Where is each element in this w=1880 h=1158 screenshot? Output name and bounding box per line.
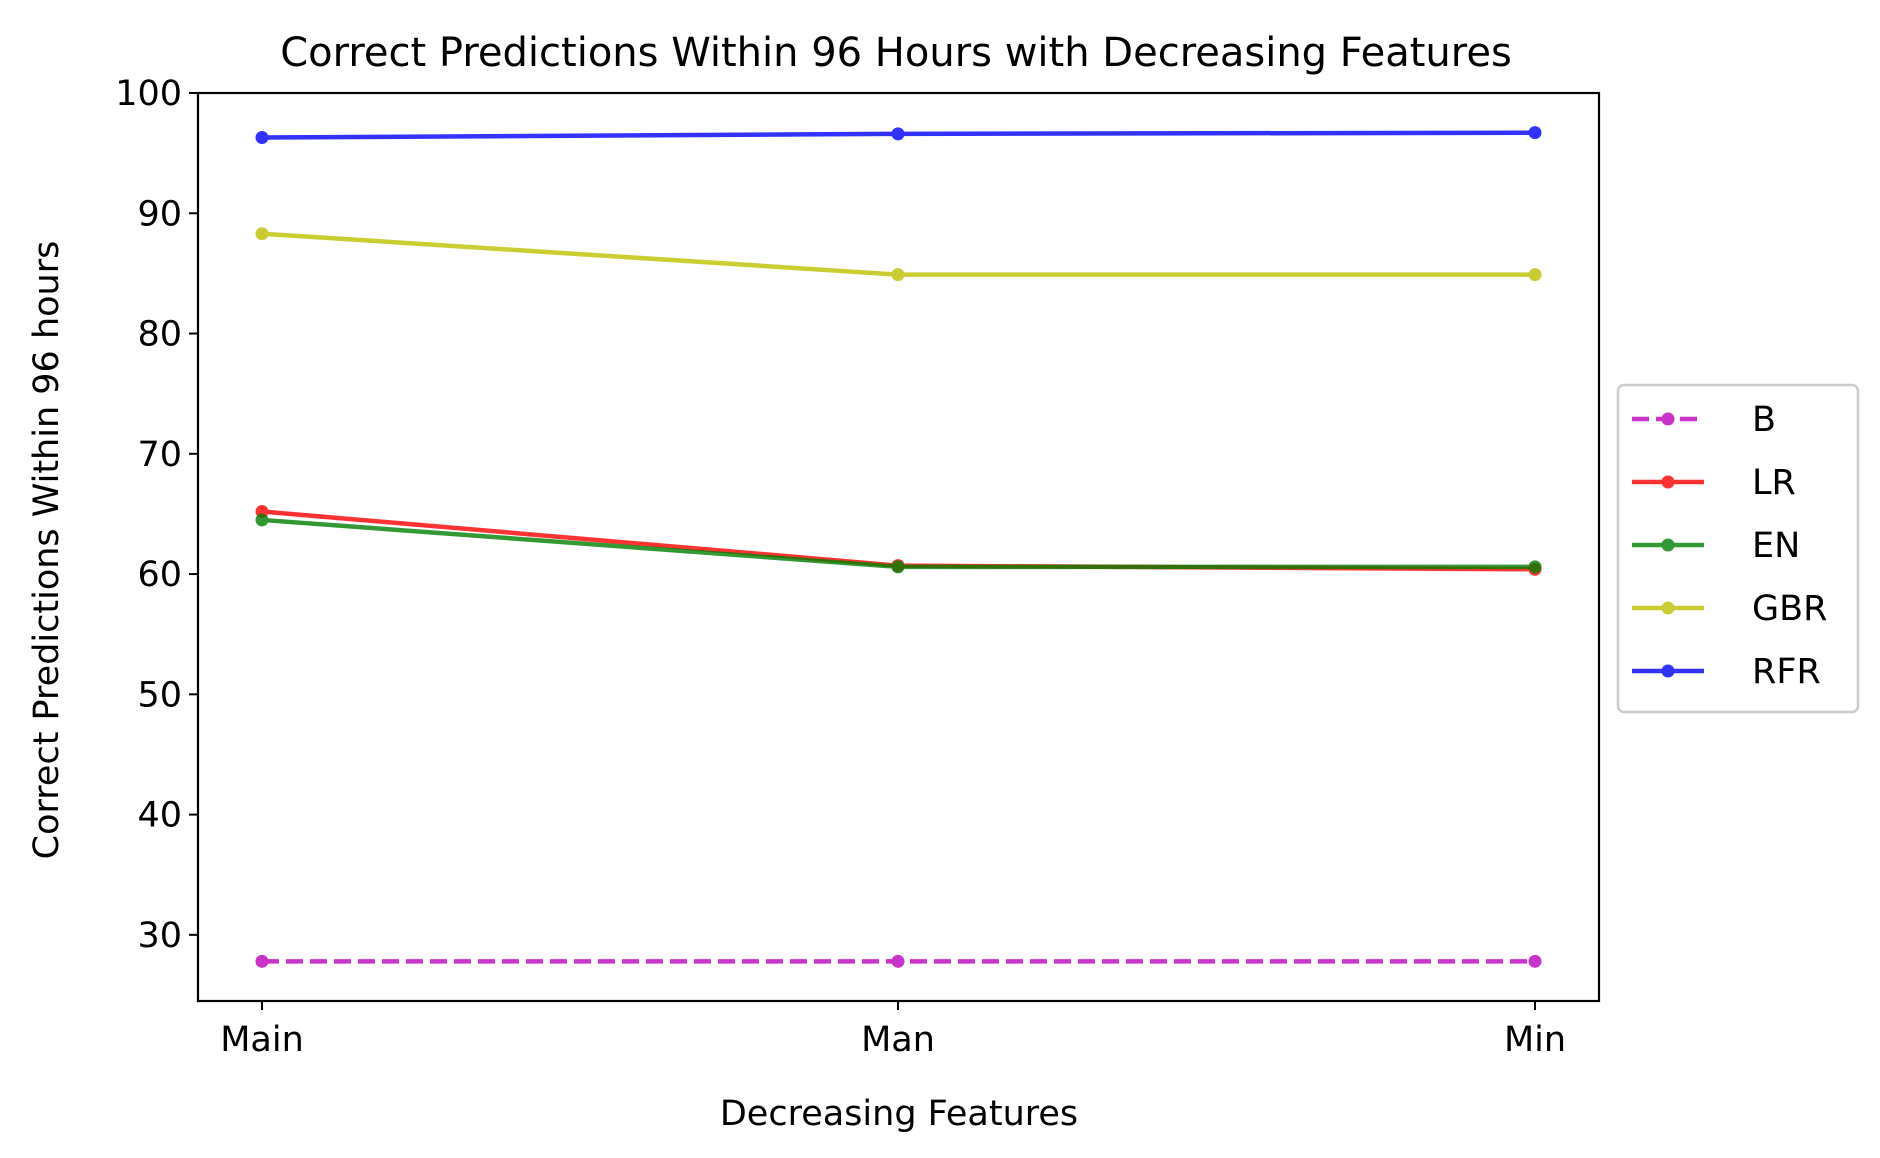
data-point-gbr (891, 268, 905, 282)
y-tick-label: 30 (137, 916, 182, 956)
x-tick-label: Min (1504, 1020, 1566, 1060)
data-point-rfr (1528, 126, 1542, 140)
data-point-en (255, 513, 269, 527)
legend-label-en: EN (1752, 526, 1800, 566)
data-point-rfr (255, 130, 269, 144)
x-axis-ticks: Main Man Min (220, 1001, 1566, 1060)
y-tick-label: 60 (137, 555, 182, 595)
legend-item-en (1632, 538, 1704, 552)
series-rfr (255, 126, 1542, 144)
data-point-b (255, 954, 269, 968)
legend-marker-b (1661, 412, 1675, 426)
legend-marker-rfr (1661, 664, 1675, 678)
data-point-en (891, 560, 905, 574)
legend-box (1616, 383, 1860, 714)
data-point-en (1528, 560, 1542, 574)
x-axis-label: Decreasing Features (720, 1094, 1078, 1134)
legend-item-rfr (1632, 664, 1704, 678)
legend-marker-en (1661, 538, 1675, 552)
series-en (255, 513, 1542, 574)
y-tick-label: 70 (137, 435, 182, 475)
data-point-gbr (255, 227, 269, 241)
legend-label-rfr: RFR (1752, 652, 1821, 692)
legend-label-gbr: GBR (1752, 589, 1827, 629)
y-tick-label: 50 (137, 675, 182, 715)
legend-marker-lr (1661, 475, 1675, 489)
y-tick-label: 100 (115, 74, 182, 114)
chart-title: Correct Predictions Within 96 Hours with… (280, 30, 1512, 76)
y-axis-ticks: 30 40 50 60 70 80 90 100 (115, 74, 198, 956)
legend-item-lr (1632, 475, 1704, 489)
data-point-b (891, 954, 905, 968)
legend: B LR EN GBR RFR (1616, 383, 1860, 714)
y-tick-label: 90 (137, 194, 182, 234)
series-layer (255, 126, 1542, 968)
y-tick-label: 40 (137, 796, 182, 836)
series-gbr (255, 227, 1542, 282)
data-point-b (1528, 954, 1542, 968)
x-tick-label: Main (220, 1020, 304, 1060)
y-tick-label: 80 (137, 315, 182, 355)
y-axis-label: Correct Predictions Within 96 hours (27, 241, 67, 860)
legend-item-gbr (1632, 601, 1704, 615)
series-b (255, 954, 1542, 968)
legend-label-lr: LR (1752, 463, 1796, 503)
data-point-rfr (891, 127, 905, 141)
legend-marker-gbr (1661, 601, 1675, 615)
legend-label-b: B (1752, 400, 1776, 440)
plot-area-frame (196, 91, 1601, 1003)
legend-item-b (1632, 412, 1704, 426)
data-point-gbr (1528, 268, 1542, 282)
x-tick-label: Man (861, 1020, 935, 1060)
